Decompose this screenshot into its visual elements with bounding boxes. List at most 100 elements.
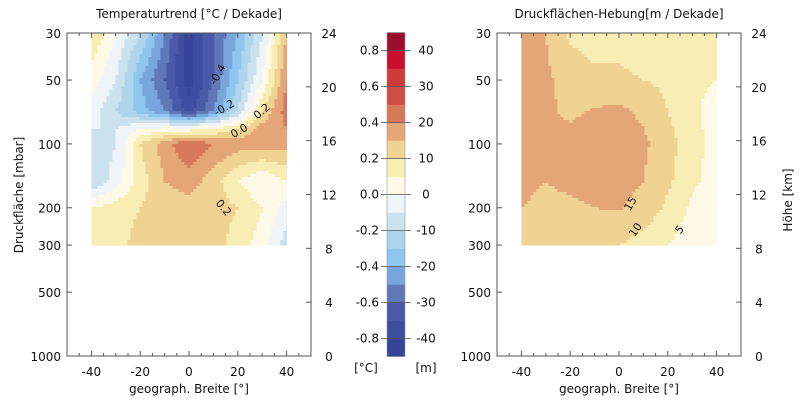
contour-cell xyxy=(235,240,238,243)
contour-cell xyxy=(142,105,145,108)
contour-cell xyxy=(280,105,283,108)
contour-cell xyxy=(268,84,271,87)
contour-cell xyxy=(169,72,172,75)
contour-cell xyxy=(178,66,181,69)
contour-cell xyxy=(151,87,154,90)
contour-cell xyxy=(244,54,247,57)
contour-cell xyxy=(268,237,271,240)
contour-cell xyxy=(184,129,187,132)
contour-cell xyxy=(142,243,145,245)
contour-cell xyxy=(124,195,127,198)
contour-cell xyxy=(265,168,268,171)
contour-cell xyxy=(163,132,166,135)
contour-cell xyxy=(181,117,184,120)
contour-cell xyxy=(274,39,277,42)
contour-cell xyxy=(277,210,280,213)
contour-cell xyxy=(262,204,265,207)
contour-cell xyxy=(259,177,262,180)
contour-cell xyxy=(172,171,175,174)
contour-cell xyxy=(112,87,115,90)
contour-cell xyxy=(280,240,283,243)
contour-cell xyxy=(112,147,115,150)
contour-cell xyxy=(232,177,235,180)
contour-cell xyxy=(169,156,172,159)
contour-cell xyxy=(205,156,208,159)
contour-cell xyxy=(178,51,181,54)
contour-cell xyxy=(109,108,112,111)
contour-cell xyxy=(151,198,154,201)
contour-cell xyxy=(283,234,286,237)
contour-cell xyxy=(166,33,169,36)
contour-cell xyxy=(103,63,106,66)
contour-cell xyxy=(133,222,136,225)
contour-cell xyxy=(139,183,142,186)
contour-cell xyxy=(166,186,169,189)
contour-cell xyxy=(710,33,713,36)
contour-cell xyxy=(163,177,166,180)
contour-cell xyxy=(262,42,265,45)
contour-cell xyxy=(94,183,97,186)
contour-cell xyxy=(157,174,160,177)
contour-cell xyxy=(172,57,175,60)
contour-cell xyxy=(208,120,211,123)
contour-cell xyxy=(160,180,163,183)
contour-cell xyxy=(271,78,274,81)
contour-cell xyxy=(109,120,112,123)
contour-cell xyxy=(154,129,157,132)
contour-cell xyxy=(232,90,235,93)
contour-cell xyxy=(265,63,268,66)
contour-cell xyxy=(190,108,193,111)
contour-cell xyxy=(214,144,217,147)
contour-cell xyxy=(286,150,287,153)
contour-cell xyxy=(202,183,205,186)
contour-cell xyxy=(220,153,223,156)
contour-cell xyxy=(247,222,250,225)
contour-cell xyxy=(229,174,232,177)
contour-cell xyxy=(274,99,277,102)
contour-cell xyxy=(118,219,121,222)
contour-cell xyxy=(121,81,124,84)
contour-cell xyxy=(229,180,232,183)
contour-cell xyxy=(214,213,217,216)
contour-cell xyxy=(262,72,265,75)
contour-cell xyxy=(226,177,229,180)
contour-cell xyxy=(286,171,287,174)
contour-cell xyxy=(253,141,256,144)
contour-cell xyxy=(112,204,115,207)
contour-cell xyxy=(109,66,112,69)
contour-cell xyxy=(136,141,139,144)
contour-cell xyxy=(184,216,187,219)
contour-cell xyxy=(208,171,211,174)
contour-cell xyxy=(142,63,145,66)
contour-cell xyxy=(190,177,193,180)
contour-cell xyxy=(202,54,205,57)
contour-cell xyxy=(265,126,268,129)
contour-cell xyxy=(220,45,223,48)
contour-cell xyxy=(274,69,277,72)
contour-cell xyxy=(256,165,259,168)
contour-cell xyxy=(211,183,214,186)
contour-cell xyxy=(100,243,103,245)
contour-cell xyxy=(163,39,166,42)
contour-cell xyxy=(274,138,277,141)
x-axis-label: geograph. Breite [°] xyxy=(129,382,249,396)
contour-cell xyxy=(704,36,707,39)
contour-cell xyxy=(184,228,187,231)
contour-cell xyxy=(250,144,253,147)
contour-cell xyxy=(115,147,118,150)
contour-cell xyxy=(100,150,103,153)
contour-cell xyxy=(175,42,178,45)
contour-cell xyxy=(118,36,121,39)
contour-cell xyxy=(244,165,247,168)
contour-cell xyxy=(214,33,217,36)
contour-cell xyxy=(154,162,157,165)
contour-cell xyxy=(193,63,196,66)
contour-cell xyxy=(157,84,160,87)
contour-cell xyxy=(238,180,241,183)
contour-cell xyxy=(259,147,262,150)
contour-cell xyxy=(115,114,118,117)
contour-cell xyxy=(262,225,265,228)
contour-cell xyxy=(259,240,262,243)
contour-cell xyxy=(100,93,103,96)
contour-cell xyxy=(142,240,145,243)
